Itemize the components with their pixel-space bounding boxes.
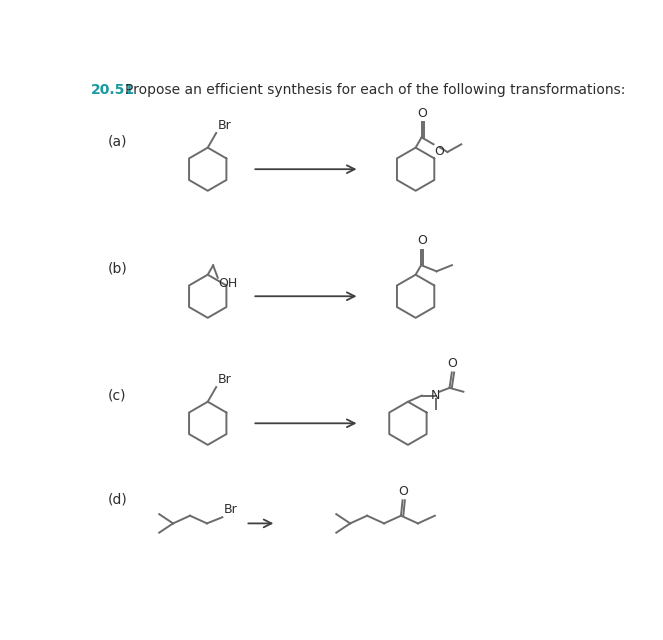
- Text: Br: Br: [224, 504, 237, 516]
- Text: Propose an efficient synthesis for each of the following transformations:: Propose an efficient synthesis for each …: [125, 83, 625, 97]
- Text: (a): (a): [107, 134, 127, 148]
- Text: (b): (b): [107, 262, 127, 276]
- Text: Br: Br: [217, 119, 231, 132]
- Text: Br: Br: [217, 373, 231, 387]
- Text: O: O: [434, 145, 444, 158]
- Text: O: O: [417, 234, 427, 248]
- Text: (c): (c): [107, 388, 126, 403]
- Text: O: O: [448, 357, 457, 370]
- Text: O: O: [398, 485, 408, 498]
- Text: 20.51: 20.51: [91, 83, 135, 97]
- Text: (d): (d): [107, 493, 127, 507]
- Text: O: O: [418, 107, 427, 120]
- Text: OH: OH: [219, 277, 238, 290]
- Text: N: N: [431, 389, 440, 402]
